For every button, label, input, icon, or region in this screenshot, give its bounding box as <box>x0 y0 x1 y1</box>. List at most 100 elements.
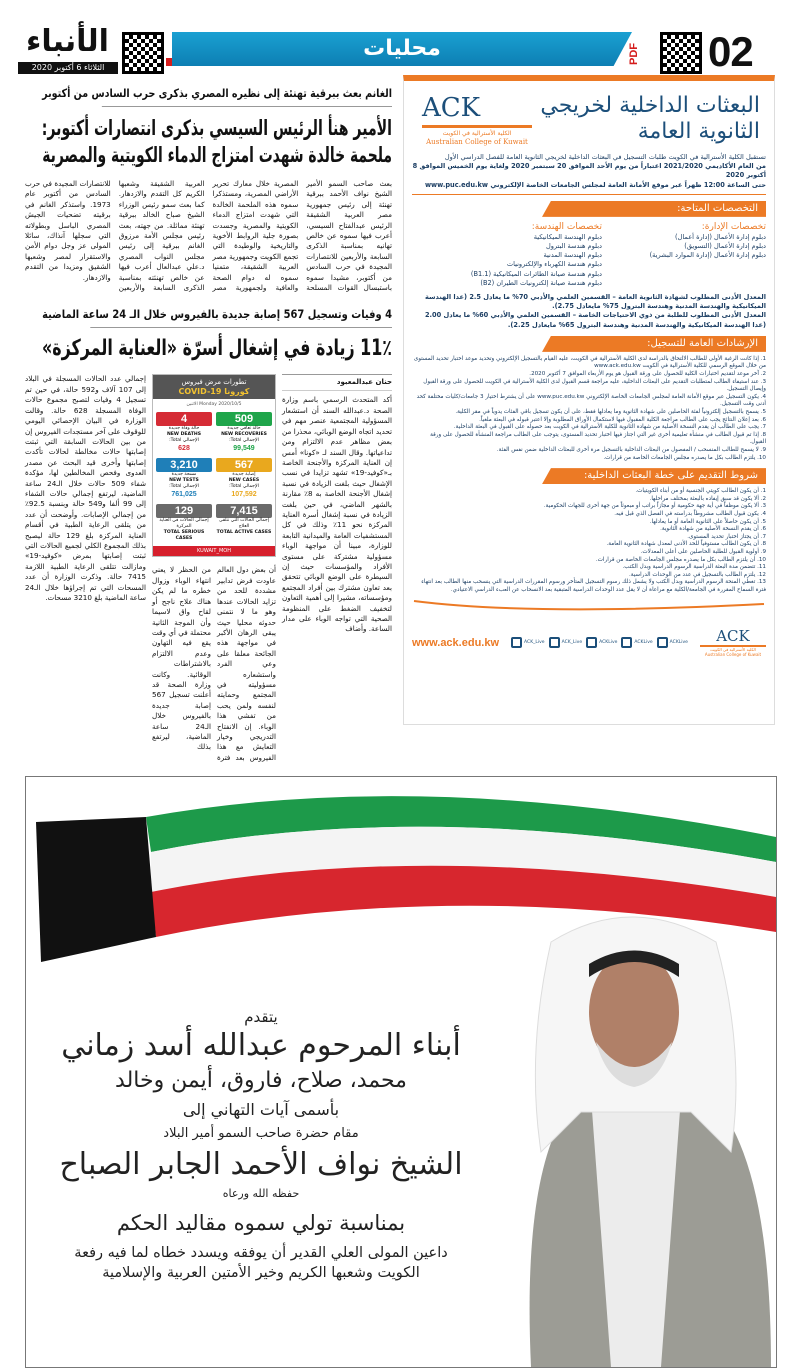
ad-line: الكويت وشعبها الكريم وخير الأمتين العربي… <box>102 1265 420 1281</box>
stat-label-ar: حالة تعافي جديدة <box>227 426 261 432</box>
section-banner: محليات <box>172 32 632 66</box>
term-item: 8. أن يكون الطالب مستوفياً للحد الأدنى ل… <box>606 541 766 548</box>
specialization-item: دبلوم الهندسة المدنية <box>543 251 602 260</box>
article-headline: 11٪ زيادة في إشغال أسرّة «العناية المركز… <box>41 336 392 362</box>
emir-photo[interactable] <box>491 852 777 1370</box>
section-title: محليات <box>363 36 441 61</box>
section-header: الإرشادات العامة للتسجيل: <box>542 335 766 352</box>
term-item: 2. ألا يكون قد سبق إيفاده بالبعثة بمختلف… <box>649 495 766 502</box>
kuwait-flag-image <box>36 796 776 962</box>
covid-infographic: تطورات مرض فيروس كورونا COVID-19 الاثنين… <box>152 374 276 558</box>
ack-logo-footer: ACK الكلية الأسترالية في الكويت Australi… <box>699 627 766 658</box>
ad-line: أبناء المرحوم عبدالله أسد زماني <box>61 1028 461 1063</box>
stat-total: 628 <box>178 445 190 453</box>
ack-intro: حتى الساعة 12:00 ظهراً عبر موقع الأمانة … <box>424 180 766 189</box>
ad-line: محمد، صلاح، فاروق، أيمن وخالد <box>115 1068 407 1093</box>
article-columns: حنان عبدالمعبود أكد المتحدث الرسمي باسم … <box>25 374 392 763</box>
ack-website[interactable]: www.ack.edu.kw <box>412 636 500 649</box>
article-emir: الغانم بعث ببرقية تهنئة إلى نظيره المصري… <box>25 86 392 169</box>
stat-value: 4 <box>156 412 212 427</box>
instagram-icon <box>511 637 523 649</box>
article-column: أكد المتحدث الرسمي باسم وزارة الصحة د.عب… <box>282 395 392 634</box>
covid-stat: 567 إصابة جديدة NEW CASES الإجمالي Total: 10… <box>216 458 272 499</box>
ack-logo-text: ACK <box>716 627 750 646</box>
social-link[interactable]: ACKLive <box>656 637 688 649</box>
infographic-footer: KUWAIT_MOH <box>153 546 275 557</box>
eng-title: تخصصات الهندسة: <box>531 221 602 232</box>
social-handle: ACKLive <box>634 639 653 645</box>
ack-logo-en: Australian College of Kuwait <box>426 138 528 146</box>
specialization-item: دبلوم الهندسة الميكانيكية <box>533 232 602 241</box>
ad-line: بمناسبة تولي سموه مقاليد الحكم <box>116 1211 406 1235</box>
speaker-icon <box>166 58 172 66</box>
stat-value: 567 <box>216 458 272 473</box>
stat-value: 129 <box>156 504 212 519</box>
term-item: 5. أن يكون حاصلاً على الثانوية العامة أو… <box>649 518 766 525</box>
social-link[interactable]: ACKLive <box>621 637 653 649</box>
guideline-item: 2. آخر موعد لتقديم اختبارات الكلية للحصو… <box>529 371 766 378</box>
stat-label-ar: إصابة جديدة <box>232 472 256 478</box>
right-column: حنان عبدالمعبود أكد المتحدث الرسمي باسم … <box>282 374 392 634</box>
social-link[interactable]: ACK_Live <box>548 637 583 649</box>
stat-total-label: الإجمالي Total: <box>169 438 199 444</box>
requirement-item: المعدل الأدنى المطلوب لشهادة الثانوية ال… <box>425 293 766 311</box>
infographic-subtitle: كورونا COVID-19 <box>178 387 250 397</box>
left-article-column: إجمالي عدد الحالات المسجلة في البلاد إلى… <box>25 374 146 603</box>
stat-total-label: الإجمالي Total: <box>229 438 259 444</box>
term-item: 10. أن يلتزم الطالب بكل ما يصدره مجلس ال… <box>595 556 766 563</box>
ack-logo-text: ACK <box>422 93 481 123</box>
specialization-item: دبلوم هندسة الكهرباء والإلكترونيات <box>506 260 602 269</box>
ack-intro: من العام الأكاديمي 2021/2020 اعتباراً من… <box>412 162 766 180</box>
covid-stat: 129 إجمالي الحالات في العناية المركزة TOTA… <box>156 504 212 542</box>
stat-label-en: NEW RECOVERIES <box>221 432 267 438</box>
covid-stat: 4 حالة وفاة جديدة NEW DEATHS الإجمالي Total… <box>156 412 212 453</box>
ack-logo-ar: الكلية الأسترالية في الكويت <box>710 647 756 653</box>
ad-line: حفظه الله ورعاه <box>222 1187 300 1200</box>
covid-stat: 3,210 مسحة جديدة NEW TESTS الإجمالي Total: 7… <box>156 458 212 499</box>
infographic-date: الاثنين Monday 2020/10/5 <box>186 402 242 408</box>
guideline-item: 10. يلتزم الطالب بكل ما يصدره مجلس الجام… <box>603 454 766 461</box>
term-item: 4. يكون قبول الطالب مشروطاً بدراسته في ا… <box>614 510 766 517</box>
specialization-item: دبلوم هندسة صيانة الطائرات الميكانيكية (… <box>470 269 602 278</box>
ack-intro: تستقبل الكلية الأسترالية في الكويت طلبات… <box>444 153 766 161</box>
qr-code[interactable] <box>122 32 164 74</box>
guideline-item: 1. إذا كانت الرغبة الأولى للطالب الالتحا… <box>413 355 766 370</box>
term-item: 3. ألا يكون موظفاً في أية جهة حكومية أو … <box>543 503 766 510</box>
newspaper-logo: الأنباء <box>26 24 110 59</box>
social-handle: ACK_Live <box>524 639 545 645</box>
article-kicker: 4 وفيات وتسجيل 567 إصابة جديدة بالفيروس … <box>42 307 392 329</box>
ack-logo-ar: الكلية الأسترالية في الكويت <box>442 130 512 137</box>
stat-total: 107,592 <box>231 491 257 499</box>
term-item: 13. تغطي المنحة الرسوم الدراسية وبدل الك… <box>421 579 766 593</box>
stat-value: 3,210 <box>156 458 212 473</box>
social-link[interactable]: ACK_Live <box>511 637 545 649</box>
specialization-item: دبلوم إدارة الأعمال (إدارة أعمال) <box>675 232 766 241</box>
guideline-item: 4. يكون التسجيل عبر موقع الأمانة العامة … <box>416 393 766 408</box>
qr-code[interactable] <box>660 32 702 74</box>
stat-value: 7,415 <box>216 504 272 519</box>
infographic-header: تطورات مرض فيروس كورونا COVID-19 <box>153 375 275 400</box>
guideline-item: 5. يسمح بالتسجيل إلكترونياً لفئة الحاصلي… <box>455 409 766 415</box>
specialization-item: دبلوم إدارة الأعمال (التسويق) <box>684 242 766 251</box>
guideline-item: 7. يجب على الطالب أن يقدم النسخة الأصلية… <box>453 424 766 431</box>
stat-label-en: NEW CASES <box>228 478 260 484</box>
term-item: 9. أولوية القبول للطلبة الحاصلين على أعل… <box>640 548 766 555</box>
stat-label-en: TOTAL ACTIVE CASES <box>216 530 272 536</box>
article-kicker: الغانم بعث ببرقية تهنئة إلى نظيره المصري… <box>42 86 392 107</box>
covid-stat: 509 حالة تعافي جديدة NEW RECOVERIES الإجمال… <box>216 412 272 453</box>
ack-logo-en: Australian College of Kuwait <box>704 652 762 658</box>
article-covid: 4 وفيات وتسجيل 567 إصابة جديدة بالفيروس … <box>25 307 392 364</box>
social-handle: ACK_Live <box>561 639 583 645</box>
congratulation-advertisement: يتقدم أبناء المرحوم عبدالله أسد زماني مح… <box>25 776 777 1368</box>
admin-title: تخصصات الإدارة: <box>701 221 766 232</box>
ad-line: بأسمى آيات التهاني إلى <box>182 1100 340 1119</box>
stat-label-ar: إجمالي الحالات التي تتلقى العلاج <box>219 518 269 530</box>
term-item: 6. أن يقدم النسخة الأصلية من شهادة الثان… <box>660 526 766 533</box>
social-link[interactable]: ACKLive <box>586 637 617 649</box>
section-header: التخصصات المتاحة: <box>542 200 766 217</box>
stat-total: 99,549 <box>233 445 255 453</box>
headline-line2: ملحمة خالدة شهدت امتزاج الدماء الكويتية … <box>42 143 392 167</box>
pdf-label[interactable]: PDF <box>628 43 640 65</box>
stat-label-ar: حالة وفاة جديدة <box>168 426 200 432</box>
stat-total: 761,025 <box>171 491 197 499</box>
